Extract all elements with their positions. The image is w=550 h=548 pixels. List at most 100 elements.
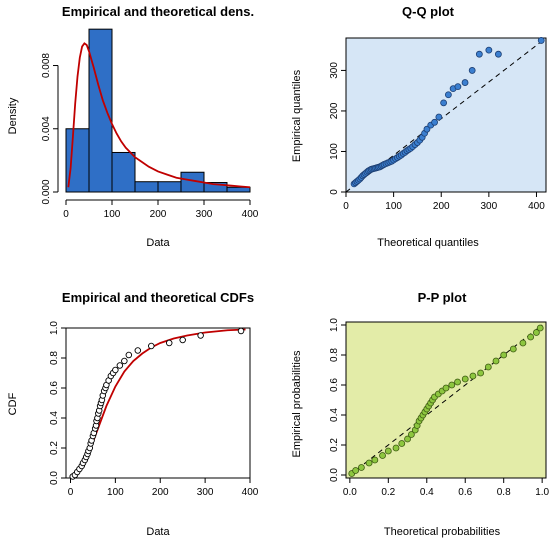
pp-ylabel: Empirical probabilities	[291, 350, 303, 457]
pp-x-tick-label: 0.6	[458, 487, 472, 498]
pp-y-tick-label: 0.6	[329, 378, 340, 392]
qq-y-tick-label: 300	[329, 62, 340, 79]
pp-plot-panel: P-P plot Theoretical probabilities Empir…	[291, 290, 550, 538]
pp-point	[532, 329, 540, 336]
pp-point	[384, 447, 392, 455]
cdf-y-tick-label: 0.6	[49, 381, 60, 395]
pp-point	[357, 464, 365, 471]
cdf-x-tick-label: 400	[242, 487, 259, 498]
cdf-xlabel: Data	[146, 526, 170, 538]
histogram-bar	[88, 28, 113, 193]
pp-xlabel: Theoretical probabilities	[384, 526, 501, 538]
pp-y-tick-label: 0.4	[329, 408, 340, 422]
qq-point	[454, 83, 462, 91]
qq-ylabel: Empirical quantiles	[291, 69, 303, 162]
pp-point	[527, 333, 535, 341]
pp-point	[484, 363, 492, 371]
qq-x-tick-label: 0	[343, 201, 349, 212]
cdf-y-tick-label: 0.0	[49, 471, 60, 485]
qq-point	[435, 113, 443, 121]
histogram-bar	[134, 181, 159, 193]
pp-x-tick-label: 0.2	[381, 487, 395, 498]
qq-plot-panel: Q-Q plot Theoretical quantiles Empirical…	[291, 4, 547, 249]
pp-x-tick-label: 0.8	[497, 487, 511, 498]
pp-y-tick-label: 0.0	[329, 468, 340, 482]
histogram-bar	[226, 186, 251, 193]
qq-xlabel: Theoretical quantiles	[377, 237, 479, 249]
qq-y-tick-label: 200	[329, 102, 340, 119]
qq-x-tick-label: 300	[481, 201, 498, 212]
pp-point	[365, 459, 373, 467]
cdf-y-tick-label: 0.4	[49, 411, 60, 425]
cdf-ylabel: CDF	[7, 392, 19, 415]
pp-y-tick-label: 0.8	[329, 348, 340, 362]
qq-point	[485, 46, 493, 54]
empirical-cdf-point	[134, 347, 142, 354]
density-y-tick-label: 0.008	[41, 53, 52, 78]
density-title: Empirical and theoretical dens.	[62, 4, 254, 19]
pp-x-tick-label: 0.4	[420, 487, 434, 498]
qq-x-tick-label: 200	[433, 201, 450, 212]
qq-point	[494, 50, 502, 58]
empirical-cdf-point	[121, 357, 128, 365]
pp-point	[536, 324, 544, 332]
qq-y-tick-label: 0	[329, 189, 340, 195]
qq-point	[475, 50, 483, 58]
qq-y-tick-label: 100	[329, 143, 340, 160]
pp-x-tick-label: 0.0	[343, 487, 357, 498]
empirical-cdf-point	[112, 366, 119, 374]
pp-point	[448, 381, 456, 389]
qq-point	[423, 125, 431, 133]
density-x-tick-label: 200	[150, 209, 167, 220]
pp-point	[469, 372, 477, 380]
pp-point	[461, 375, 469, 383]
pp-x-tick-label: 1.0	[535, 487, 549, 498]
pp-point	[519, 339, 527, 347]
theoretical-cdf-curve	[69, 328, 246, 479]
empirical-cdf-point	[237, 327, 245, 335]
pp-point	[454, 378, 461, 386]
density-x-tick-label: 100	[104, 209, 121, 220]
density-x-tick-label: 300	[196, 209, 213, 220]
density-ylabel: Density	[7, 97, 19, 134]
cdf-x-tick-label: 0	[68, 487, 74, 498]
histogram-bar	[111, 151, 136, 193]
pp-point	[398, 440, 406, 447]
pp-point	[509, 345, 517, 353]
density-histogram-panel: Empirical and theoretical dens. Data Den…	[7, 4, 259, 249]
pp-y-tick-label: 1.0	[329, 318, 340, 332]
pp-point	[371, 456, 379, 464]
cdf-x-tick-label: 300	[197, 487, 214, 498]
empirical-cdf-point	[116, 362, 124, 369]
qq-point	[537, 37, 545, 44]
pp-point	[392, 444, 400, 452]
qq-point	[468, 67, 476, 74]
density-y-tick-label: 0.004	[41, 116, 52, 141]
density-x-tick-label: 400	[242, 209, 259, 220]
density-y-tick-label: 0.000	[41, 179, 52, 204]
pp-point	[407, 431, 415, 438]
qq-x-tick-label: 400	[528, 201, 545, 212]
pp-point	[500, 351, 508, 359]
empirical-cdf-point	[165, 339, 173, 347]
qq-plot-frame	[345, 37, 547, 193]
qq-point	[461, 79, 469, 86]
empirical-cdf-point	[179, 336, 186, 344]
pp-plot-frame	[345, 321, 547, 479]
cdf-x-tick-label: 100	[107, 487, 124, 498]
qq-x-tick-label: 100	[385, 201, 402, 212]
pp-title: P-P plot	[418, 290, 468, 305]
cdf-title: Empirical and theoretical CDFs	[62, 290, 254, 305]
cdf-plot-frame	[65, 327, 251, 479]
pp-point	[442, 384, 450, 392]
density-xlabel: Data	[146, 237, 170, 249]
pp-point	[492, 357, 500, 365]
pp-point	[379, 452, 386, 459]
pp-y-tick-label: 0.2	[329, 438, 340, 452]
qq-point	[440, 99, 448, 107]
pp-point	[404, 435, 411, 443]
empirical-cdf-point	[197, 332, 204, 339]
empirical-cdf-point	[125, 351, 133, 359]
